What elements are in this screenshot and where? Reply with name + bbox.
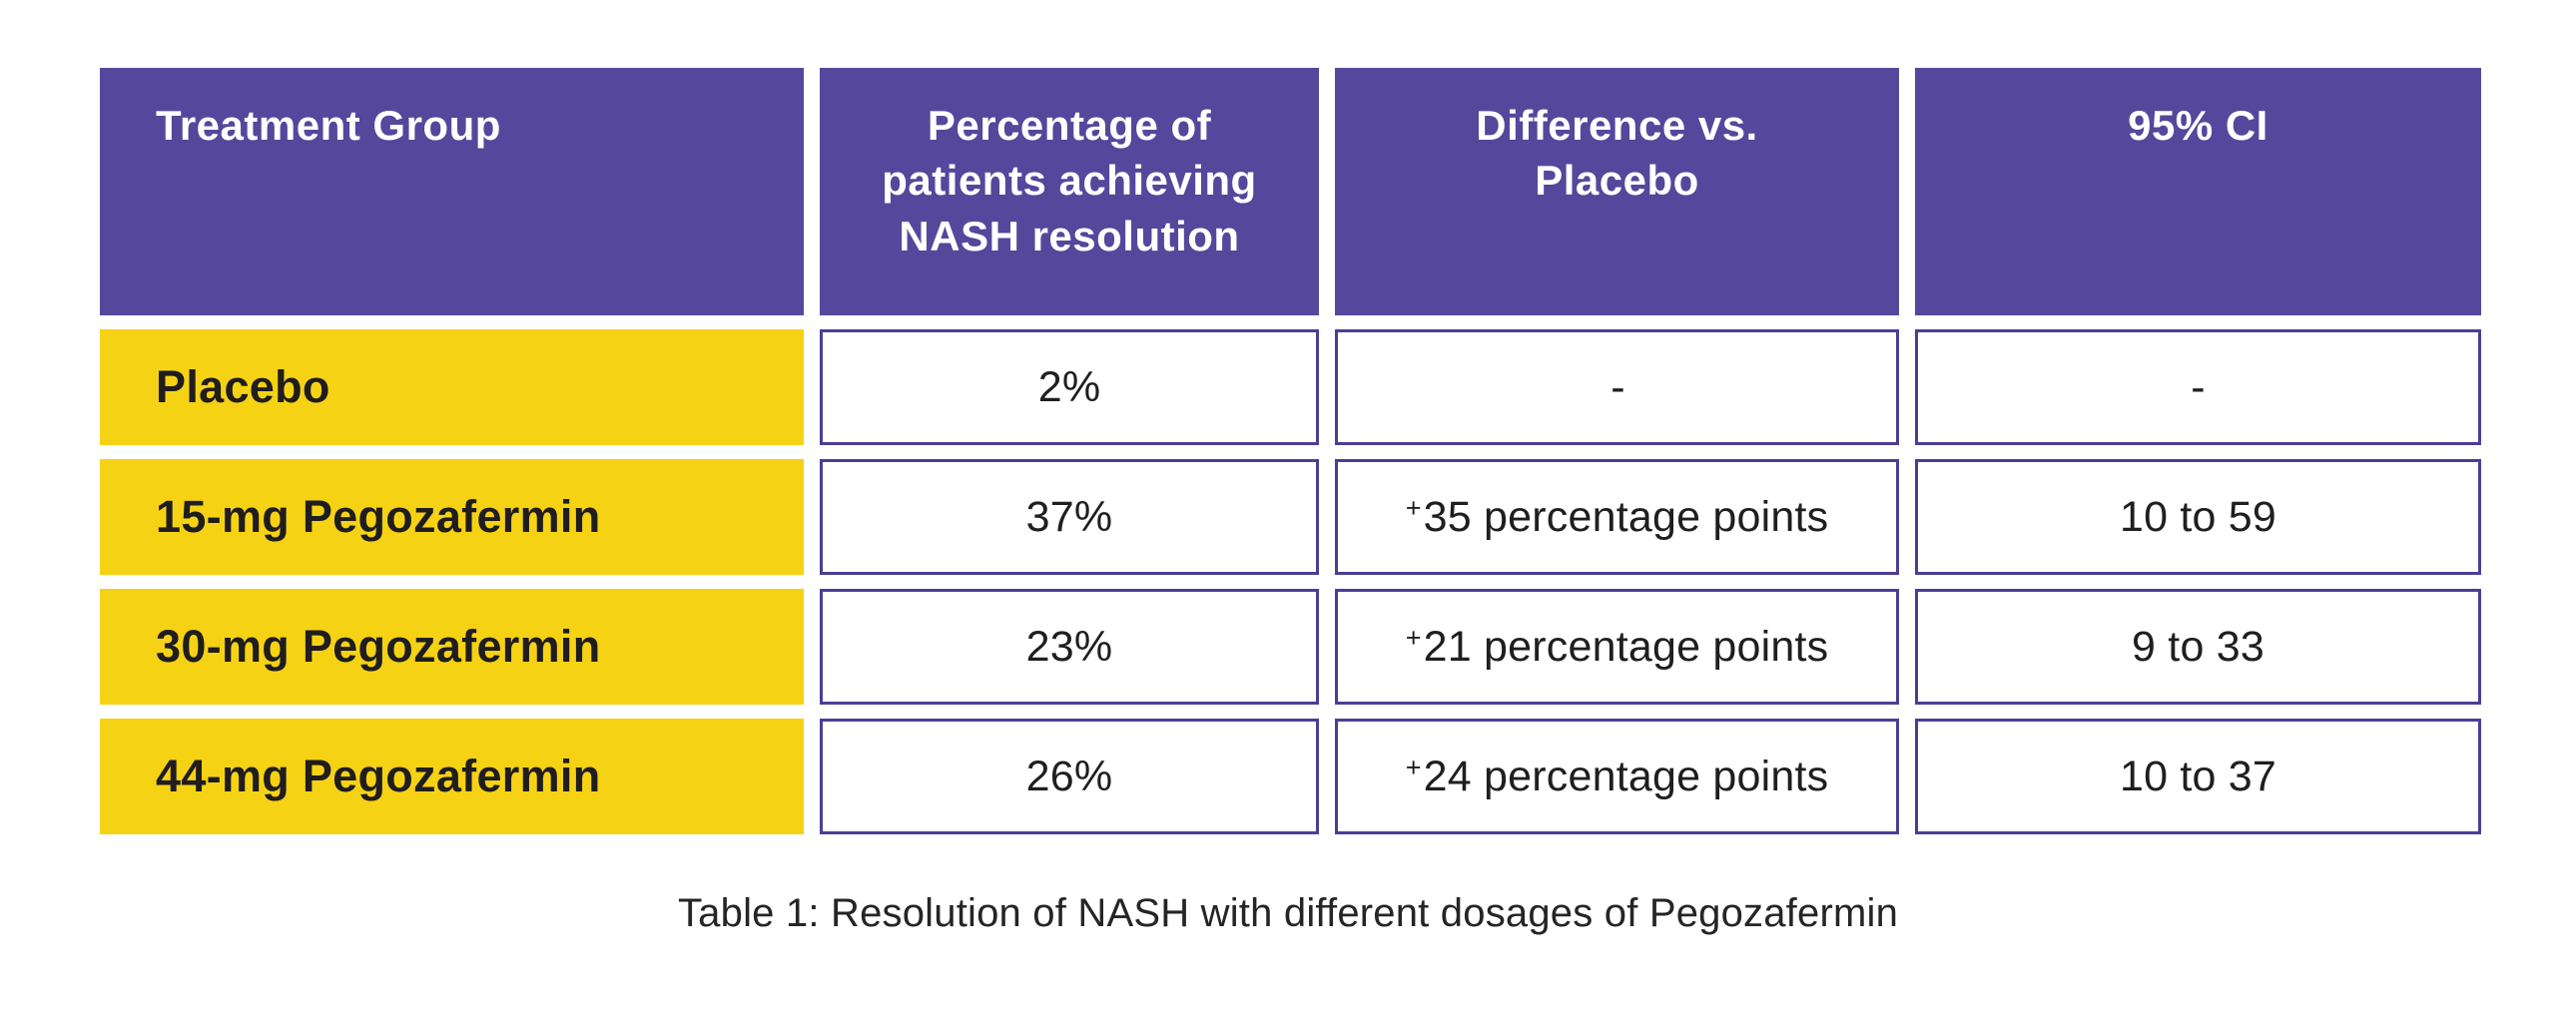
ci-cell-placebo: - [1915, 329, 2481, 445]
pct-cell-44mg: 26% [820, 719, 1319, 834]
row-label-15mg: 15-mg Pegozafermin [100, 459, 804, 575]
diff-cell-44mg: +24 percentage points [1335, 719, 1899, 834]
row-label-placebo: Placebo [100, 329, 804, 445]
diff-text: 21 percentage points [1423, 622, 1829, 671]
col-header-95-ci: 95% CI [1915, 68, 2481, 315]
ci-cell-44mg: 10 to 37 [1915, 719, 2481, 834]
pct-cell-placebo: 2% [820, 329, 1319, 445]
diff-cell-30mg: +21 percentage points [1335, 589, 1899, 705]
diff-text: - [1610, 362, 1625, 411]
diff-text: 24 percentage points [1423, 752, 1829, 800]
diff-cell-placebo: - [1335, 329, 1899, 445]
pct-cell-15mg: 37% [820, 459, 1319, 575]
ci-cell-15mg: 10 to 59 [1915, 459, 2481, 575]
row-label-44mg: 44-mg Pegozafermin [100, 719, 804, 834]
pct-cell-30mg: 23% [820, 589, 1319, 705]
ci-cell-30mg: 9 to 33 [1915, 589, 2481, 705]
row-label-30mg: 30-mg Pegozafermin [100, 589, 804, 705]
col-header-treatment-group: Treatment Group [100, 68, 804, 315]
col-header-percentage-nash-resolution: Percentage of patients achieving NASH re… [820, 68, 1319, 315]
diff-cell-15mg: +35 percentage points [1335, 459, 1899, 575]
plus-sign: + [1405, 752, 1422, 782]
diff-text: 35 percentage points [1423, 492, 1829, 541]
nash-results-table: Treatment Group Percentage of patients a… [100, 68, 2481, 834]
plus-sign: + [1405, 492, 1422, 523]
col-header-difference-vs-placebo: Difference vs. Placebo [1335, 68, 1899, 315]
plus-sign: + [1405, 622, 1422, 653]
table-caption: Table 1: Resolution of NASH with differe… [677, 891, 1899, 935]
